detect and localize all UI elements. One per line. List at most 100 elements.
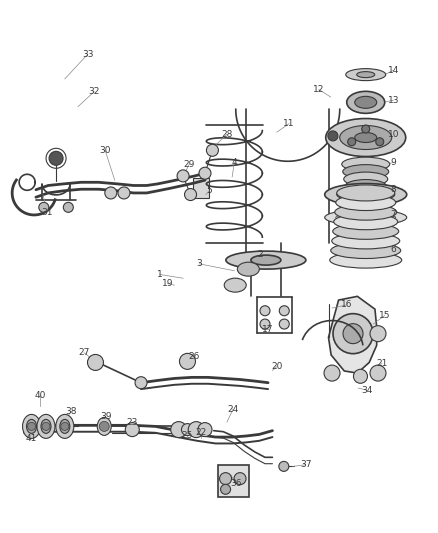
Circle shape [177,170,189,182]
Circle shape [363,197,368,202]
Circle shape [370,196,375,200]
Ellipse shape [334,214,398,230]
Text: 36: 36 [230,480,241,488]
Text: 1: 1 [157,270,163,279]
Text: 39: 39 [100,413,112,421]
Text: 11: 11 [283,119,295,128]
Circle shape [198,423,212,437]
Text: 6: 6 [390,245,396,254]
Text: 15: 15 [379,311,390,320]
Circle shape [39,203,49,212]
Circle shape [343,324,363,344]
Ellipse shape [346,69,386,80]
Text: 20: 20 [271,362,283,371]
Ellipse shape [335,204,397,220]
Ellipse shape [332,233,400,249]
Circle shape [28,422,35,431]
Circle shape [42,422,50,431]
Text: 26: 26 [188,352,199,360]
Circle shape [353,369,367,383]
Circle shape [219,473,232,484]
Text: 19: 19 [162,279,173,288]
Circle shape [370,365,386,381]
Text: 32: 32 [88,87,100,96]
Ellipse shape [345,180,387,193]
Circle shape [279,319,289,329]
Circle shape [199,167,211,179]
Ellipse shape [333,223,399,239]
Circle shape [260,319,270,329]
Ellipse shape [41,419,51,433]
Circle shape [88,354,103,370]
Ellipse shape [27,419,36,433]
Circle shape [279,462,289,471]
Circle shape [279,306,289,316]
Circle shape [324,365,340,381]
Circle shape [221,484,230,494]
Circle shape [373,192,378,197]
Circle shape [99,422,109,431]
Ellipse shape [347,91,385,114]
Text: 31: 31 [42,208,53,216]
Text: 25: 25 [182,432,193,440]
Circle shape [348,138,356,146]
Circle shape [61,422,69,431]
Text: 10: 10 [388,130,399,139]
Ellipse shape [344,172,388,186]
Ellipse shape [342,157,390,171]
Ellipse shape [336,195,396,211]
Ellipse shape [355,96,377,108]
Ellipse shape [224,278,246,292]
Ellipse shape [37,414,55,439]
Circle shape [357,196,361,200]
Circle shape [171,422,187,438]
Text: 38: 38 [65,407,77,416]
Text: 8: 8 [390,185,396,193]
Circle shape [353,192,359,197]
Circle shape [362,125,370,133]
Text: 27: 27 [78,349,90,357]
Text: 24: 24 [227,405,239,414]
Text: 13: 13 [388,96,399,104]
Circle shape [206,144,219,156]
FancyBboxPatch shape [218,465,249,497]
Circle shape [370,326,386,342]
Text: 29: 29 [184,160,195,168]
Ellipse shape [337,185,395,201]
Text: 9: 9 [390,158,396,167]
Circle shape [357,189,361,193]
Circle shape [180,353,195,369]
Ellipse shape [237,262,259,276]
Circle shape [188,422,204,438]
Text: 23: 23 [127,418,138,426]
Text: 2: 2 [258,251,263,259]
Ellipse shape [56,414,74,439]
Text: 7: 7 [390,210,396,219]
Ellipse shape [340,125,392,150]
Ellipse shape [325,183,407,206]
Ellipse shape [325,209,407,225]
Ellipse shape [355,133,377,142]
Text: 28: 28 [221,130,233,139]
Circle shape [376,138,384,146]
Ellipse shape [22,414,41,439]
Ellipse shape [60,419,70,433]
Text: 12: 12 [313,85,325,94]
Text: 16: 16 [341,301,353,309]
Ellipse shape [97,417,111,435]
Ellipse shape [343,165,389,179]
Text: 17: 17 [262,325,274,334]
Circle shape [333,313,373,354]
Text: 34: 34 [361,386,373,394]
Circle shape [135,377,147,389]
Ellipse shape [251,255,281,265]
Circle shape [363,187,368,192]
Ellipse shape [330,252,402,268]
Circle shape [105,187,117,199]
Text: 30: 30 [99,146,111,155]
Text: 33: 33 [82,50,93,59]
Circle shape [234,473,246,484]
Ellipse shape [331,243,401,259]
Polygon shape [328,296,377,373]
Circle shape [181,424,194,435]
